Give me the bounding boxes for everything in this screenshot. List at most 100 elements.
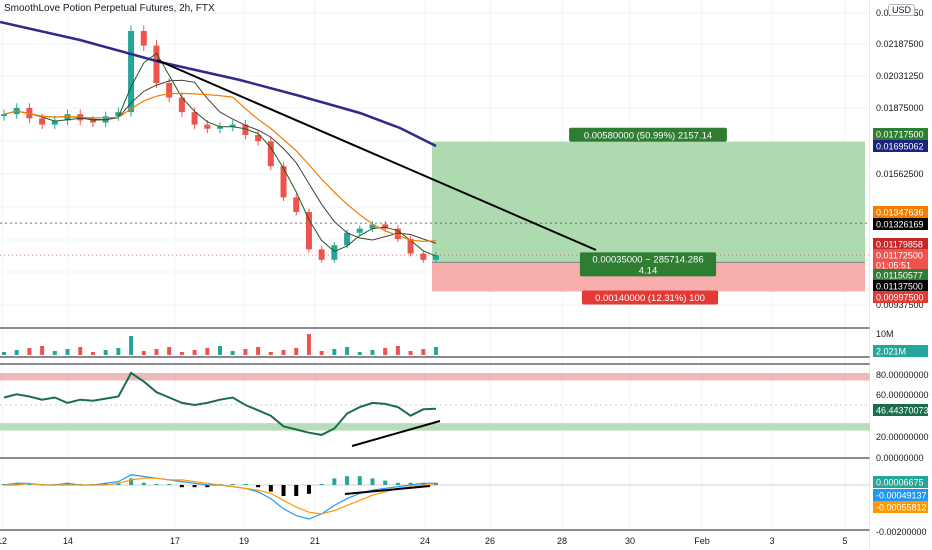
rsi-badge: 46.44370073 xyxy=(876,406,929,416)
volume-bar xyxy=(14,350,19,355)
candle xyxy=(369,224,376,229)
price-axis-label: 0.01875000 xyxy=(876,103,924,113)
volume-bar xyxy=(40,346,45,355)
time-axis-label: Feb xyxy=(694,536,710,546)
entry-label-text: 0.00035000 ~ 285714.286 xyxy=(592,254,703,265)
volume-axis: 10M xyxy=(876,329,894,339)
profit-zone[interactable] xyxy=(432,141,865,263)
macd-hist-bar xyxy=(268,485,273,492)
macd-hist-bar xyxy=(306,485,311,494)
candle xyxy=(115,112,122,117)
volume-bar xyxy=(167,347,172,355)
macd-hist-badge-bg xyxy=(873,476,928,488)
rsi-oversold-band xyxy=(0,423,870,431)
macd-hist-bar xyxy=(103,482,108,485)
macd-hist-bar xyxy=(230,484,235,485)
volume-bar xyxy=(103,350,108,355)
time-axis-label: 14 xyxy=(63,536,73,546)
candle xyxy=(89,120,96,123)
volume-bar xyxy=(129,336,134,355)
volume-bar xyxy=(345,347,350,355)
price-badge: 0.01717500 xyxy=(876,130,924,140)
price-badge: 0.00997500 xyxy=(876,293,924,303)
rsi-divergence-line[interactable] xyxy=(351,420,441,447)
candle xyxy=(178,97,185,113)
volume-pane[interactable] xyxy=(2,334,438,355)
price-badge: 0.01150577 xyxy=(876,271,923,281)
candle xyxy=(64,114,71,121)
price-axis-label: 0.02031250 xyxy=(876,71,924,81)
stop-label[interactable]: 0.00140000 (12.31%) 100 xyxy=(581,290,719,305)
volume-bar xyxy=(268,352,273,355)
volume-axis-label: 10M xyxy=(876,329,894,339)
volume-bar xyxy=(319,351,324,355)
volume-bar xyxy=(154,349,159,355)
volume-bar xyxy=(27,348,32,355)
time-axis-label: 30 xyxy=(625,536,635,546)
candles xyxy=(1,25,439,263)
macd-hist-bar xyxy=(332,478,337,485)
candle xyxy=(153,45,160,83)
volume-bar xyxy=(332,349,337,355)
currency-badge[interactable]: USD xyxy=(888,4,916,16)
macd-hist-bar xyxy=(27,484,32,485)
target-label-text: 0.00580000 (50.99%) 2157.14 xyxy=(584,130,712,141)
macd-divergence-line[interactable] xyxy=(344,485,431,495)
volume-bar xyxy=(205,348,210,355)
volume-bar xyxy=(434,347,438,355)
price-pane[interactable]: 0.00580000 (50.99%) 2157.14 0.00035000 ~… xyxy=(0,20,870,305)
candle xyxy=(255,135,262,142)
volume-bar xyxy=(281,350,286,355)
macd-hist-bar xyxy=(154,484,159,485)
macd-hist-bar xyxy=(256,485,261,488)
volume-bar xyxy=(243,349,248,355)
volume-bar xyxy=(90,352,95,355)
entry-label[interactable]: 0.00035000 ~ 285714.286 4.14 xyxy=(579,252,717,277)
moving-average-dark xyxy=(3,79,437,244)
macd-pane[interactable] xyxy=(0,474,870,520)
rsi-pane[interactable] xyxy=(0,371,870,447)
signal-line xyxy=(4,477,436,515)
candle xyxy=(51,120,58,125)
candle xyxy=(305,211,312,250)
macd-hist-bar xyxy=(129,478,134,485)
candle xyxy=(382,224,389,229)
macd-hist-bar xyxy=(192,485,197,488)
moving-average-green xyxy=(3,52,437,257)
macd-hist-bar xyxy=(294,485,299,496)
chart-title: SmoothLove Potion Perpetual Futures, 2h,… xyxy=(4,3,215,14)
signal-badge: -0.00055812 xyxy=(876,503,927,513)
candle xyxy=(420,253,427,260)
rsi-line xyxy=(3,371,437,436)
price-badge: 0.01347636 xyxy=(876,208,924,218)
macd-hist-bar xyxy=(395,482,400,485)
volume-bar xyxy=(192,350,197,355)
macd-axis-label: 0.00000000 xyxy=(876,453,924,463)
volume-bar xyxy=(141,351,146,355)
candle xyxy=(394,228,401,239)
rsi-overbought-band xyxy=(0,373,870,381)
price-badge-bg xyxy=(873,291,928,303)
volume-bar xyxy=(65,349,70,355)
macd-hist-bar xyxy=(357,476,362,485)
price-badge: 0.01326169 xyxy=(876,220,924,230)
downtrend-line[interactable] xyxy=(156,59,597,251)
volume-bar xyxy=(78,347,83,355)
volume-bar xyxy=(218,346,222,355)
price-badge-bg xyxy=(873,128,928,140)
target-label[interactable]: 0.00580000 (50.99%) 2157.14 xyxy=(569,127,727,142)
volume-bar xyxy=(408,351,413,355)
macd-hist-bar xyxy=(179,485,184,488)
candle xyxy=(293,197,300,212)
macd-badge-bg xyxy=(873,489,928,501)
candle xyxy=(128,31,135,113)
price-badge-bg xyxy=(873,206,928,218)
price-badge: 0.01172500 xyxy=(876,251,923,261)
price-badge: 0.01179858 xyxy=(876,240,923,250)
stop-label-bg xyxy=(581,290,719,305)
price-badge: 01:05:51 xyxy=(876,261,911,271)
candle xyxy=(331,245,338,260)
price-badge-bg xyxy=(873,140,928,152)
candle xyxy=(140,31,147,46)
